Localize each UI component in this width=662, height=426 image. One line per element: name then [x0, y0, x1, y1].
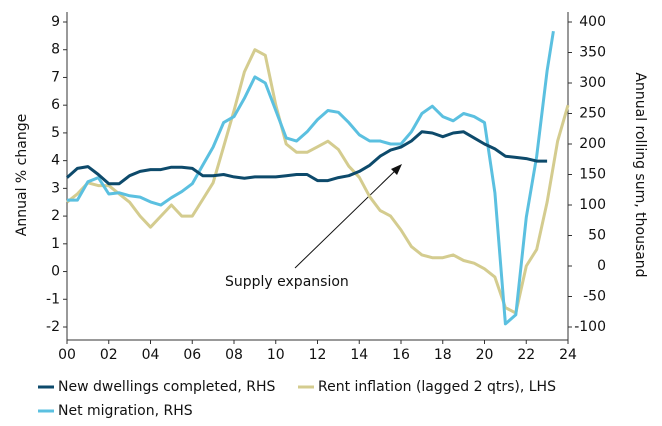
x-tick-label: 24 — [559, 347, 577, 363]
y2-tick-label: 200 — [579, 136, 606, 152]
legend-label: Net migration, RHS — [58, 403, 193, 419]
y-tick-label: 4 — [51, 153, 60, 169]
annotation-arrowhead — [391, 164, 402, 175]
y2-tick-label: 350 — [579, 45, 606, 61]
y-tick-label: 9 — [51, 14, 60, 30]
y2-axis-label: Annual rolling sum, thousand — [632, 72, 648, 277]
y2-tick-label: 250 — [579, 106, 606, 122]
y2-tick-label: 50 — [588, 228, 606, 244]
series-line — [67, 30, 555, 326]
annotation: Supply expansion — [225, 274, 349, 290]
y2-tick-label: 150 — [579, 167, 606, 183]
y-tick-label: 1 — [51, 236, 60, 252]
x-tick-label: 04 — [142, 347, 160, 363]
x-tick-label: 16 — [392, 347, 410, 363]
x-tick-label: 18 — [434, 347, 452, 363]
x-tick-label: 10 — [267, 347, 285, 363]
y2-tick-label: -50 — [583, 289, 606, 305]
y-tick-label: 8 — [51, 42, 60, 58]
x-tick-label: 06 — [183, 347, 201, 363]
annotation-arrow — [294, 167, 399, 269]
y-tick-label: 3 — [51, 180, 60, 196]
x-tick-label: 00 — [58, 347, 76, 363]
y-tick-label: 7 — [51, 69, 60, 85]
y-tick-label: -1 — [46, 291, 60, 307]
x-tick-label: 22 — [517, 347, 535, 363]
y-tick-label: 0 — [51, 264, 60, 280]
x-tick-label: 12 — [309, 347, 327, 363]
series-line — [66, 48, 570, 315]
y2-tick-label: -100 — [574, 319, 606, 335]
y-tick-label: 6 — [51, 97, 60, 113]
y2-tick-label: 400 — [579, 14, 606, 30]
x-tick-label: 20 — [476, 347, 494, 363]
x-tick-label: 02 — [100, 347, 118, 363]
y-tick-label: 2 — [51, 208, 60, 224]
legend-label: Rent inflation (lagged 2 qtrs), LHS — [318, 379, 556, 395]
y2-tick-label: 100 — [579, 197, 606, 213]
legend-label: New dwellings completed, RHS — [58, 379, 276, 395]
y-axis-label: Annual % change — [14, 114, 30, 236]
x-tick-label: 08 — [225, 347, 243, 363]
y-tick-label: -2 — [46, 319, 60, 335]
y-tick-label: 5 — [51, 125, 60, 141]
series-line — [66, 130, 548, 186]
x-tick-label: 14 — [350, 347, 368, 363]
y2-tick-label: 0 — [597, 258, 606, 274]
y2-tick-label: 300 — [579, 75, 606, 91]
